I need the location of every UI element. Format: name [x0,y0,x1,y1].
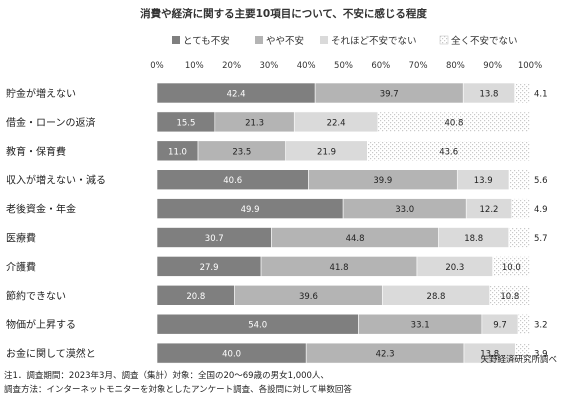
data-label: 20.8 [186,292,205,302]
footnote-2: 調査方法：インターネットモニターを対象としたアンケート調査、各設問に対して単数回… [4,385,352,395]
category-label: お金に関して漠然と [6,347,96,360]
x-tick-label: 10% [185,61,204,71]
data-label: 40.0 [222,350,241,360]
data-label: 5.7 [534,234,548,244]
bar-segment [514,82,531,104]
x-tick-label: 100% [518,61,542,71]
footnote-1: 注1．調査期間：2023年3月、調査（集計）対象：全国の20～69歳の男女1,0… [4,371,329,381]
data-label: 5.6 [534,176,548,186]
x-tick-label: 20% [222,61,241,71]
data-label: 33.0 [395,205,414,215]
legend: とても不安 やや不安 それほど不安でない 全く不安でない [172,35,518,47]
data-label: 10.0 [502,263,521,273]
source-note: 矢野経済研究所調べ [480,355,557,365]
legend-label-1: やや不安 [266,35,304,47]
data-label: 39.6 [299,292,318,302]
data-label: 22.4 [327,118,346,128]
category-label: 老後資金・年金 [6,203,76,216]
data-labels: 42.4 39.7 13.8 4.1 15.5 21.3 22.4 40.8 11.0 23.5 2… [168,90,547,360]
data-label: 43.6 [439,147,458,157]
x-tick-label: 90% [483,61,502,71]
data-label: 40.8 [444,118,463,128]
data-label: 4.1 [534,90,548,100]
x-tick-label: 60% [371,61,390,71]
data-label: 40.6 [223,176,242,186]
legend-swatch-3 [439,35,449,45]
category-label: 介護費 [6,260,36,273]
bar-segment [517,313,531,335]
data-label: 20.3 [445,263,464,273]
data-label: 39.9 [373,176,392,186]
x-axis-ticks: 0% 10% 20% 30% 40% 50% 60% 70% 80% 90% 100% [150,61,542,71]
data-label: 23.5 [232,147,251,157]
x-tick-label: 80% [446,61,465,71]
data-label: 30.7 [205,234,224,244]
bar-segment [511,198,531,219]
bar-segment [367,140,531,162]
data-label: 41.8 [330,263,349,273]
legend-label-0: とても不安 [183,35,230,47]
data-label: 42.4 [227,90,246,100]
bar-segment [377,111,531,133]
data-label: 13.9 [474,176,493,186]
data-label: 4.9 [534,205,548,215]
bar-segment [489,284,531,306]
x-tick-label: 70% [409,61,428,71]
data-label: 27.9 [200,263,219,273]
data-label: 18.8 [464,234,483,244]
data-label: 42.3 [376,350,395,360]
bar-segment [492,256,531,277]
data-label: 21.3 [245,118,264,128]
footnotes: 注1．調査期間：2023年3月、調査（集計）対象：全国の20～69歳の男女1,0… [4,369,352,397]
data-label: 21.9 [317,147,336,157]
category-label: 節約できない [6,289,66,302]
legend-label-3: 全く不安でない [451,35,518,47]
data-label: 49.9 [241,205,260,215]
data-label: 3.2 [534,321,548,331]
data-label: 15.5 [176,118,195,128]
category-label: 貯金が増えない [6,87,76,100]
bar-segment [508,169,531,190]
category-label: 収入が増えない・減る [6,174,106,187]
chart-title: 消費や経済に関する主要10項目について、不安に感じる程度 [140,8,427,20]
data-label: 44.8 [346,234,365,244]
data-label: 3.9 [534,350,548,360]
category-label: 医療費 [6,232,36,245]
data-label: 10.8 [500,292,519,302]
data-label: 54.0 [248,321,267,331]
x-tick-label: 50% [334,61,353,71]
data-label: 9.7 [493,321,507,331]
category-label: 教育・保育費 [6,145,66,158]
legend-swatch-1 [255,36,263,44]
x-tick-label: 30% [259,61,278,71]
category-labels: 貯金が増えない借金・ローンの返済教育・保育費収入が増えない・減る老後資金・年金医… [6,87,106,360]
data-label: 39.7 [380,90,399,100]
legend-swatch-0 [172,36,180,44]
data-label: 13.8 [480,90,499,100]
bar-segment [508,227,531,248]
category-label: 物価が上昇する [6,318,76,331]
bars [156,82,531,364]
data-label: 33.1 [411,321,430,331]
data-label: 11.0 [168,147,187,157]
legend-label-2: それほど不安でない [331,35,417,47]
legend-swatch-2 [320,36,328,44]
category-label: 借金・ローンの返済 [6,116,96,129]
data-label: 28.8 [427,292,446,302]
data-label: 13.8 [480,350,499,360]
bar-segment [515,342,531,364]
data-label: 12.2 [480,205,499,215]
x-tick-label: 40% [297,61,316,71]
x-tick-label: 0% [150,61,164,71]
